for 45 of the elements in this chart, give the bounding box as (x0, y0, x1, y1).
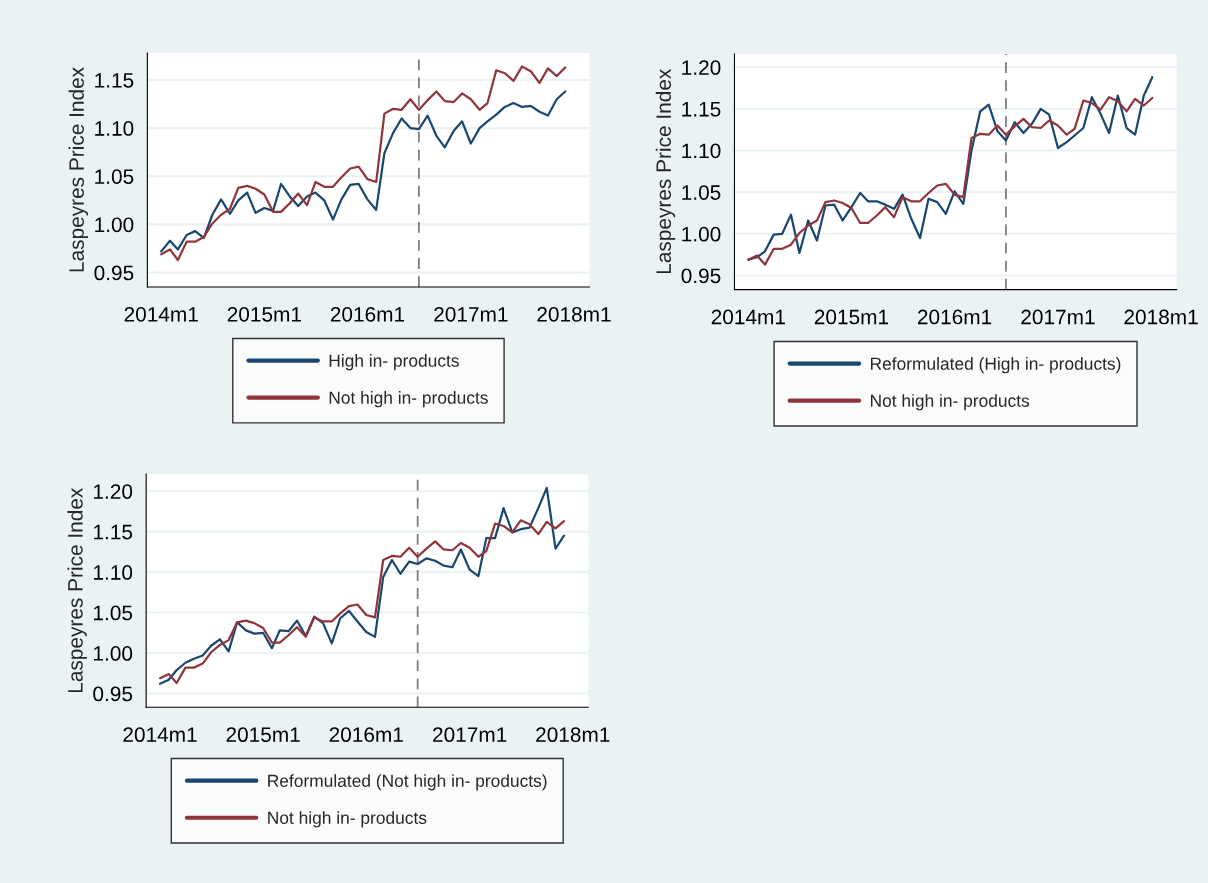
x-tick-label: 2015m1 (814, 309, 889, 325)
x-tick-label: 2014m1 (123, 727, 197, 743)
line-series (158, 519, 566, 685)
y-tick-label: 1.00 (682, 226, 721, 242)
legend-label: Not high in- products (329, 391, 488, 408)
x-tick-label: 2016m1 (330, 306, 405, 322)
x-tick-label: 2017m1 (433, 727, 507, 743)
y-tick-label: 1.05 (682, 185, 721, 200)
y-tick-label: 0.95 (94, 265, 134, 281)
y-tick-label: 1.10 (682, 143, 721, 159)
x-tick-label: 2015m1 (227, 306, 301, 322)
legend-label: High in- products (329, 354, 459, 371)
legend-label: Not high in- products (870, 394, 1030, 411)
y-tick-label: 1.00 (94, 646, 133, 661)
x-tick-label: 2015m1 (226, 727, 300, 743)
legend-label: Reformulated (Not high in- products) (268, 774, 547, 791)
x-tick-label: 2018m1 (537, 306, 611, 322)
y-tick-label: 1.20 (682, 60, 721, 75)
y-tick-label: 1.20 (94, 484, 133, 499)
y-axis-title: Laspeyres Price Index (67, 487, 87, 693)
y-tick-label: 1.10 (95, 121, 134, 136)
y-tick-label: 1.00 (95, 217, 134, 233)
legend-label: Reformulated (High in- products) (870, 357, 1121, 374)
x-tick-label: 2014m1 (711, 309, 785, 325)
x-tick-label: 2018m1 (536, 727, 610, 743)
y-tick-label: 0.95 (93, 686, 133, 702)
x-tick-label: 2016m1 (329, 727, 403, 743)
y-tick-label: 1.15 (95, 73, 134, 88)
y-tick-label: 1.10 (94, 565, 133, 580)
line-series (160, 90, 567, 253)
legend-label: Not high in- products (268, 811, 427, 828)
line-series (158, 486, 566, 685)
x-tick-label: 2018m1 (1124, 309, 1198, 325)
y-tick-label: 1.15 (94, 524, 133, 540)
y-axis-title: Laspeyres Price Index (655, 68, 676, 274)
y-tick-label: 1.05 (94, 605, 133, 621)
line-series (160, 65, 567, 262)
x-tick-label: 2016m1 (917, 309, 992, 325)
y-tick-label: 1.15 (682, 102, 721, 117)
y-axis-title: Laspeyres Price Index (68, 67, 89, 272)
x-tick-label: 2017m1 (434, 306, 508, 322)
y-tick-label: 0.95 (681, 268, 721, 284)
y-tick-label: 1.05 (95, 169, 134, 184)
x-tick-label: 2017m1 (1021, 309, 1095, 325)
x-tick-label: 2014m1 (124, 306, 198, 322)
